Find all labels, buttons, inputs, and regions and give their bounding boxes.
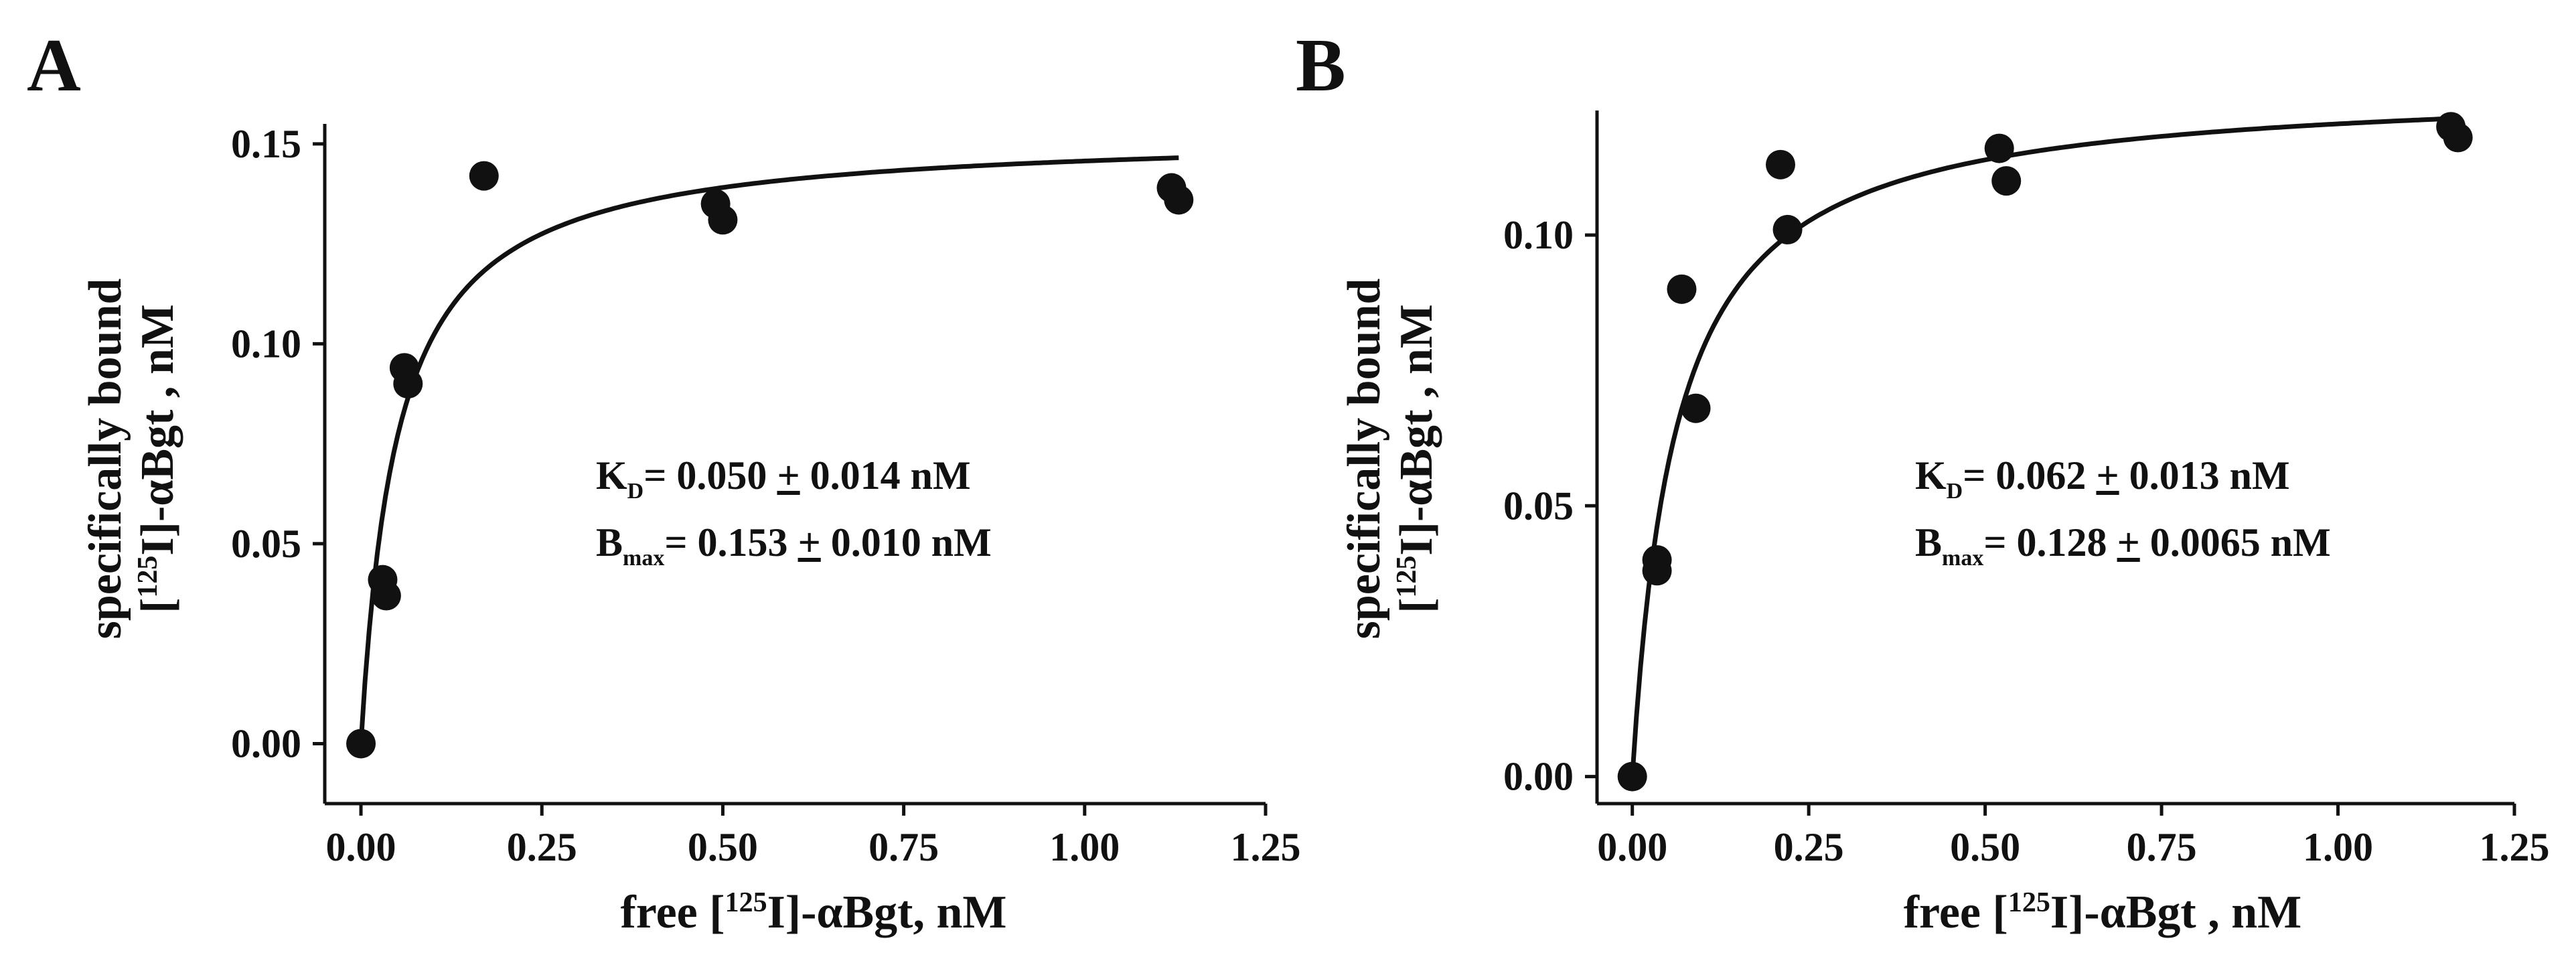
y-label-line2: [125I]-αBgt , nM: [1391, 304, 1442, 613]
data-point: [1984, 133, 2014, 163]
data-point: [1164, 185, 1194, 215]
y-tick-label: 0.05: [1503, 484, 1574, 528]
panel-a-kd-text: KD= 0.050 + 0.014 nM: [596, 453, 971, 504]
x-tick-label: 0.50: [1950, 825, 2020, 869]
panel-a: A specifically bound [125I]-αBgt , nM fr…: [27, 24, 1301, 938]
x-tick-label: 0.75: [868, 825, 939, 869]
data-point: [1681, 393, 1711, 423]
panel-b: B specifically bound [125I]-αBgt , nM fr…: [1296, 24, 2550, 938]
data-point: [1667, 274, 1697, 304]
panel-b-fit-curve: [1630, 116, 2451, 777]
x-tick-label: 0.25: [507, 825, 577, 869]
panel-a-x-axis-label: free [125I]-αBgt, nM: [620, 887, 1006, 938]
panel-b-letter: B: [1296, 24, 1346, 107]
x-tick-label: 0.50: [688, 825, 758, 869]
panel-b-y-axis-label: specifically bound [125I]-αBgt , nM: [1339, 279, 1442, 640]
data-point: [1991, 166, 2022, 196]
x-tick-label: 0.00: [1597, 825, 1667, 869]
y-label-line1: specifically bound: [80, 279, 131, 640]
panel-b-x-axis-label: free [125I]-αBgt , nM: [1904, 887, 2302, 938]
panel-b-fit-annotation: KD= 0.062 + 0.013 nM Bmax= 0.128 + 0.006…: [1915, 453, 2331, 571]
panel-b-bmax-text: Bmax= 0.128 + 0.0065 nM: [1915, 520, 2331, 571]
panel-a-y-axis-label: specifically bound [125I]-αBgt , nM: [80, 279, 183, 640]
y-tick-label: 0.15: [231, 122, 301, 166]
x-tick-label: 1.25: [2480, 825, 2550, 869]
data-point: [1617, 761, 1647, 792]
data-point: [1642, 556, 1672, 586]
data-point: [2443, 123, 2473, 153]
y-tick-label: 0.00: [1503, 755, 1574, 799]
data-point: [346, 729, 376, 759]
y-label-line1: specifically bound: [1339, 279, 1390, 640]
data-point: [393, 369, 423, 399]
panel-b-kd-text: KD= 0.062 + 0.013 nM: [1915, 453, 2290, 504]
y-tick-label: 0.10: [231, 321, 301, 366]
y-tick-label: 0.05: [231, 522, 301, 566]
x-tick-label: 0.00: [326, 825, 396, 869]
x-tick-label: 1.25: [1231, 825, 1301, 869]
panel-a-letter: A: [27, 24, 81, 107]
data-point: [1766, 149, 1795, 179]
data-point: [371, 581, 401, 611]
x-tick-label: 0.75: [2127, 825, 2197, 869]
y-label-line2: [125I]-αBgt , nM: [132, 304, 183, 613]
data-point: [469, 161, 499, 191]
data-point: [708, 205, 738, 235]
x-tick-label: 1.00: [2303, 825, 2373, 869]
panel-a-bmax-text: Bmax= 0.153 + 0.010 nM: [596, 520, 992, 571]
x-tick-label: 1.00: [1049, 825, 1120, 869]
panel-a-fit-curve: [358, 155, 1179, 744]
data-point: [1772, 214, 1803, 244]
panel-a-fit-annotation: KD= 0.050 + 0.014 nM Bmax= 0.153 + 0.010…: [596, 453, 992, 571]
y-tick-label: 0.00: [231, 721, 301, 765]
y-tick-label: 0.10: [1503, 213, 1574, 257]
x-tick-label: 0.25: [1774, 825, 1844, 869]
